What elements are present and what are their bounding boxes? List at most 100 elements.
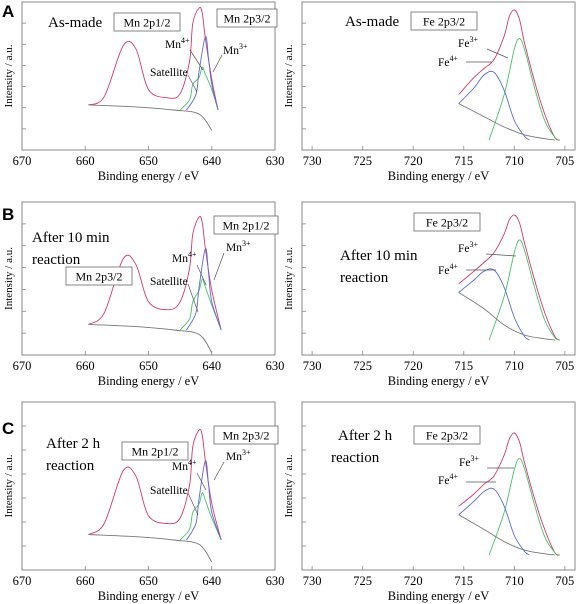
- satellite-label: Satellite: [150, 485, 188, 497]
- series-envelope: [458, 432, 561, 556]
- peak-label-box: [113, 12, 181, 32]
- peak-label: Mn 2p1/2: [123, 16, 170, 30]
- x-axis-label: Binding energy / eV: [98, 169, 200, 183]
- y-axis-label: Intensity / a.u.: [3, 44, 15, 107]
- x-tick-label: 705: [556, 154, 575, 168]
- plot-frame: [301, 401, 576, 571]
- satellite-label: Satellite: [150, 276, 188, 288]
- series-background: [458, 103, 555, 141]
- series-baseline: [88, 534, 213, 563]
- oxidation-state-label: Fe3+: [458, 240, 479, 255]
- x-axis-label: Binding energy / eV: [98, 374, 200, 388]
- x-tick-label: 660: [76, 574, 95, 588]
- peak-label: Mn 2p1/2: [222, 219, 269, 233]
- series-envelope: [458, 214, 561, 341]
- panel-letter: C: [2, 419, 14, 438]
- peak-label-box: [413, 212, 481, 232]
- oxidation-state-label: Mn3+: [226, 239, 251, 254]
- annotation-leader: [196, 472, 207, 491]
- x-tick-label: 730: [303, 574, 322, 588]
- x-tick-label: 670: [13, 574, 32, 588]
- x-tick-label: 670: [13, 154, 32, 168]
- x-tick-label: 630: [266, 154, 285, 168]
- series-mn3: [186, 36, 219, 111]
- series-envelope: [88, 6, 219, 111]
- series-envelope: [88, 215, 222, 331]
- series-fe4: [458, 487, 530, 556]
- x-axis-label: Binding energy / eV: [98, 589, 200, 603]
- chart-panel-a-mn: 670 660 650 640 630 Binding energy / eV Intens…: [3, 1, 285, 183]
- peak-label: Fe 2p3/2: [426, 216, 468, 230]
- annotation-leader: [189, 49, 204, 71]
- series-baseline: [88, 323, 213, 353]
- x-tick-label: 705: [556, 359, 575, 373]
- oxidation-state-label: Fe4+: [438, 54, 459, 69]
- series-background: [458, 514, 555, 556]
- series-fe4: [458, 70, 530, 141]
- x-tick-label: 710: [505, 154, 524, 168]
- y-axis-label: Intensity / a.u.: [3, 454, 15, 517]
- series-fe3: [488, 239, 561, 341]
- x-tick-label: 660: [76, 154, 95, 168]
- peak-label-box: [413, 425, 481, 445]
- oxidation-state-label: Fe3+: [459, 454, 480, 469]
- plot-frame: [301, 201, 576, 356]
- annotation-leader: [212, 54, 223, 73]
- peak-label: Fe 2p3/2: [426, 429, 468, 443]
- peak-label-box: [121, 441, 189, 461]
- x-tick-label: 670: [13, 359, 32, 373]
- panel-letter: A: [2, 2, 14, 21]
- series-fe3: [488, 38, 561, 141]
- series-mn3: [186, 248, 222, 331]
- peak-label-box: [65, 266, 133, 286]
- x-tick-label: 640: [202, 359, 221, 373]
- peak-label-box: [410, 11, 478, 31]
- chart-panel-a-fe: 730 725 720 715 710 705 Binding energy / eV Int…: [283, 1, 576, 183]
- chart-panel-c-fe: 730 725 720 715 710 705 Binding energy / eV Int…: [283, 401, 576, 603]
- oxidation-state-label: Fe3+: [458, 35, 479, 50]
- x-tick-label: 725: [353, 359, 372, 373]
- series-fe4: [458, 268, 530, 341]
- x-tick-label: 730: [303, 359, 322, 373]
- oxidation-state-label: Fe4+: [438, 262, 459, 277]
- series-mn4: [179, 492, 222, 541]
- chart-panel-b-mn: 670 660 650 640 630 Binding energy / eV Intens…: [3, 201, 285, 388]
- series-baseline: [88, 104, 213, 131]
- oxidation-state-label: Mn4+: [172, 458, 197, 473]
- series-mn3: [186, 460, 222, 541]
- condition-label: After 10 min reaction: [32, 230, 110, 268]
- x-tick-label: 720: [404, 574, 423, 588]
- peak-label: Mn 2p1/2: [131, 445, 178, 459]
- x-tick-label: 710: [505, 574, 524, 588]
- x-tick-label: 640: [202, 574, 221, 588]
- oxidation-state-label: Fe4+: [438, 472, 459, 487]
- y-axis-label: Intensity / a.u.: [283, 247, 295, 310]
- annotation-leader: [486, 48, 509, 59]
- x-axis-label: Binding energy / eV: [388, 374, 490, 388]
- annotation-leader: [213, 461, 225, 481]
- series-mn4: [179, 278, 222, 331]
- x-tick-label: 720: [404, 359, 423, 373]
- x-tick-label: 650: [139, 574, 158, 588]
- y-axis-label: Intensity / a.u.: [283, 454, 295, 517]
- x-tick-label: 725: [353, 574, 372, 588]
- x-tick-label: 715: [454, 574, 473, 588]
- x-tick-label: 630: [266, 359, 285, 373]
- x-tick-label: 725: [353, 154, 372, 168]
- x-tick-label: 650: [139, 359, 158, 373]
- peak-label-box: [216, 8, 278, 28]
- series-envelope: [88, 428, 222, 541]
- x-axis-label: Binding energy / eV: [388, 589, 490, 603]
- x-tick-label: 710: [505, 359, 524, 373]
- oxidation-state-label: Mn3+: [223, 42, 248, 57]
- x-tick-label: 640: [202, 154, 221, 168]
- annotation-leader: [187, 74, 198, 93]
- x-tick-label: 715: [454, 359, 473, 373]
- annotation-leader: [485, 253, 517, 257]
- oxidation-state-label: Mn3+: [226, 448, 251, 463]
- annotation-leader: [187, 492, 199, 516]
- series-mn4: [179, 66, 219, 111]
- plot-frame: [301, 1, 576, 151]
- peak-label-box: [213, 215, 279, 235]
